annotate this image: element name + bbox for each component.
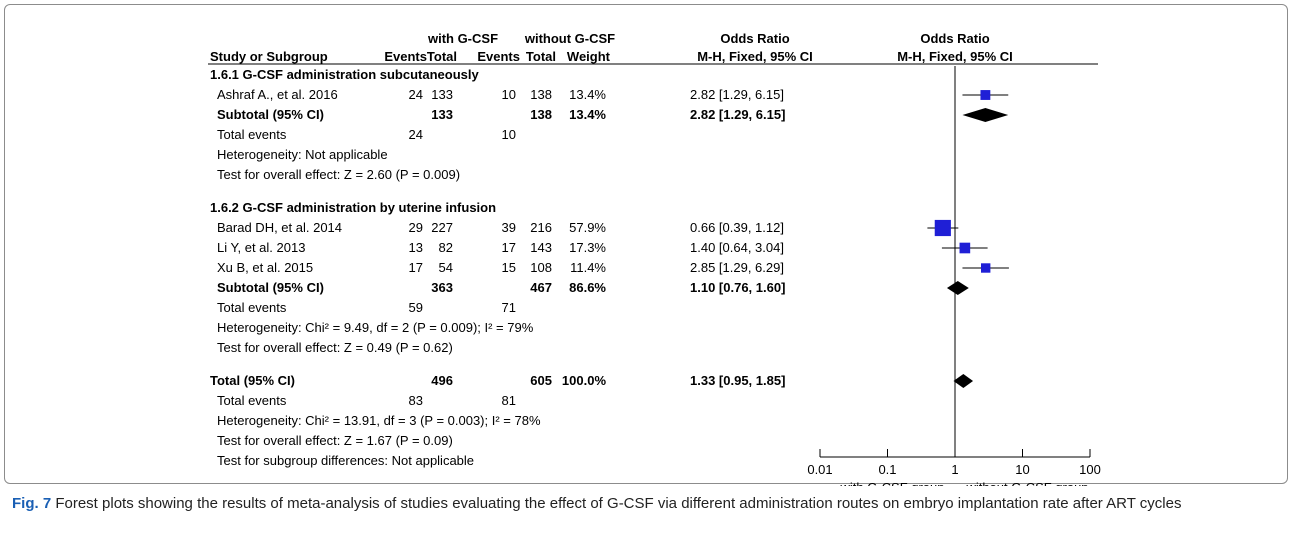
events-exp: 83 <box>409 393 423 408</box>
odds-ratio-ci: 2.82 [1.29, 6.15] <box>690 87 784 102</box>
events-ctrl: 81 <box>502 393 516 408</box>
subtotal-label: Subtotal (95% CI) <box>217 107 324 122</box>
text-label: Heterogeneity: Chi² = 13.91, df = 3 (P =… <box>217 413 541 428</box>
header-total-1: Total <box>427 49 457 64</box>
header-or-method: M-H, Fixed, 95% CI <box>697 49 813 64</box>
odds-ratio-ci: 1.33 [0.95, 1.85] <box>690 373 785 388</box>
odds-ratio-ci: 1.10 [0.76, 1.60] <box>690 280 785 295</box>
figure-frame <box>4 4 1288 484</box>
total-diamond <box>953 374 974 388</box>
weight-value: 17.3% <box>569 240 606 255</box>
header-study: Study or Subgroup <box>210 49 328 64</box>
subtotal-diamond <box>962 108 1009 122</box>
total-ctrl: 138 <box>530 107 552 122</box>
x-tick-label: 0.1 <box>878 462 896 477</box>
study-label: Ashraf A., et al. 2016 <box>217 87 338 102</box>
events-ctrl: 15 <box>502 260 516 275</box>
odds-ratio-ci: 2.85 [1.29, 6.29] <box>690 260 784 275</box>
events-ctrl: 10 <box>502 127 516 142</box>
text-label: Total events <box>217 393 287 408</box>
header-exp-group: with G-CSF <box>427 31 498 46</box>
events-exp: 24 <box>409 127 423 142</box>
text-label: Heterogeneity: Not applicable <box>217 147 388 162</box>
total-ctrl: 138 <box>530 87 552 102</box>
total-ctrl: 605 <box>530 373 552 388</box>
study-label: Barad DH, et al. 2014 <box>217 220 342 235</box>
events-exp: 59 <box>409 300 423 315</box>
total-exp: 227 <box>431 220 453 235</box>
figure-caption: Fig. 7 Forest plots showing the results … <box>12 493 1282 515</box>
weight-value: 100.0% <box>562 373 607 388</box>
events-ctrl: 71 <box>502 300 516 315</box>
events-exp: 13 <box>409 240 423 255</box>
odds-ratio-ci: 2.82 [1.29, 6.15] <box>690 107 785 122</box>
events-ctrl: 39 <box>502 220 516 235</box>
subgroup-test-note: Test for subgroup differences: Not appli… <box>217 453 474 468</box>
subtotal-label: Subtotal (95% CI) <box>217 280 324 295</box>
total-exp: 133 <box>431 87 453 102</box>
weight-value: 86.6% <box>569 280 606 295</box>
odds-ratio-ci: 1.40 [0.64, 3.04] <box>690 240 784 255</box>
study-label: Xu B, et al. 2015 <box>217 260 313 275</box>
weight-value: 57.9% <box>569 220 606 235</box>
x-tick-label: 100 <box>1079 462 1101 477</box>
x-tick-label: 1 <box>951 462 958 477</box>
header-plot-title: Odds Ratio <box>920 31 989 46</box>
text-label: Test for overall effect: Z = 1.67 (P = 0… <box>217 433 453 448</box>
events-ctrl: 10 <box>502 87 516 102</box>
text-label: Test for overall effect: Z = 0.49 (P = 0… <box>217 340 453 355</box>
weight-value: 11.4% <box>570 260 606 275</box>
favours-left-label: with G-CSF group <box>839 480 944 486</box>
text-label: Heterogeneity: Chi² = 9.49, df = 2 (P = … <box>217 320 534 335</box>
weight-value: 13.4% <box>569 87 606 102</box>
header-ctrl-group: without G-CSF <box>524 31 615 46</box>
subtotal-diamond <box>946 281 969 295</box>
forest-plot: with G-CSF without G-CSF Odds Ratio Odds Ra… <box>208 31 1101 486</box>
header-or-title: Odds Ratio <box>720 31 789 46</box>
total-exp: 133 <box>431 107 453 122</box>
study-marker <box>959 242 971 254</box>
x-tick-label: 0.01 <box>807 462 832 477</box>
total-label: Total (95% CI) <box>210 373 295 388</box>
header-plot-method: M-H, Fixed, 95% CI <box>897 49 1013 64</box>
events-exp: 17 <box>409 260 423 275</box>
total-ctrl: 467 <box>530 280 552 295</box>
text-label: Total events <box>217 300 287 315</box>
total-ctrl: 108 <box>530 260 552 275</box>
odds-ratio-ci: 0.66 [0.39, 1.12] <box>690 220 784 235</box>
study-marker <box>980 90 991 100</box>
weight-value: 13.4% <box>569 107 606 122</box>
caption-label: Fig. 7 <box>12 495 52 512</box>
caption-text: Forest plots showing the results of meta… <box>51 495 1182 512</box>
subgroup-title: 1.6.2 G-CSF administration by uterine in… <box>210 200 496 215</box>
events-exp: 24 <box>409 87 423 102</box>
header-weight: Weight <box>567 49 611 64</box>
study-marker <box>934 219 951 237</box>
study-label: Li Y, et al. 2013 <box>217 240 305 255</box>
events-exp: 29 <box>409 220 423 235</box>
header-events-2: Events <box>477 49 520 64</box>
text-label: Total events <box>217 127 287 142</box>
x-tick-label: 10 <box>1015 462 1029 477</box>
favours-right-label: without G-CSF group <box>965 480 1088 486</box>
total-exp: 54 <box>439 260 453 275</box>
events-ctrl: 17 <box>502 240 516 255</box>
total-ctrl: 143 <box>530 240 552 255</box>
study-marker <box>981 263 991 273</box>
total-exp: 363 <box>431 280 453 295</box>
header-events-1: Events <box>384 49 427 64</box>
subgroup-title: 1.6.1 G-CSF administration subcutaneousl… <box>210 67 479 82</box>
total-exp: 496 <box>431 373 453 388</box>
header-total-2: Total <box>526 49 556 64</box>
total-exp: 82 <box>439 240 453 255</box>
total-ctrl: 216 <box>530 220 552 235</box>
text-label: Test for overall effect: Z = 2.60 (P = 0… <box>217 167 460 182</box>
